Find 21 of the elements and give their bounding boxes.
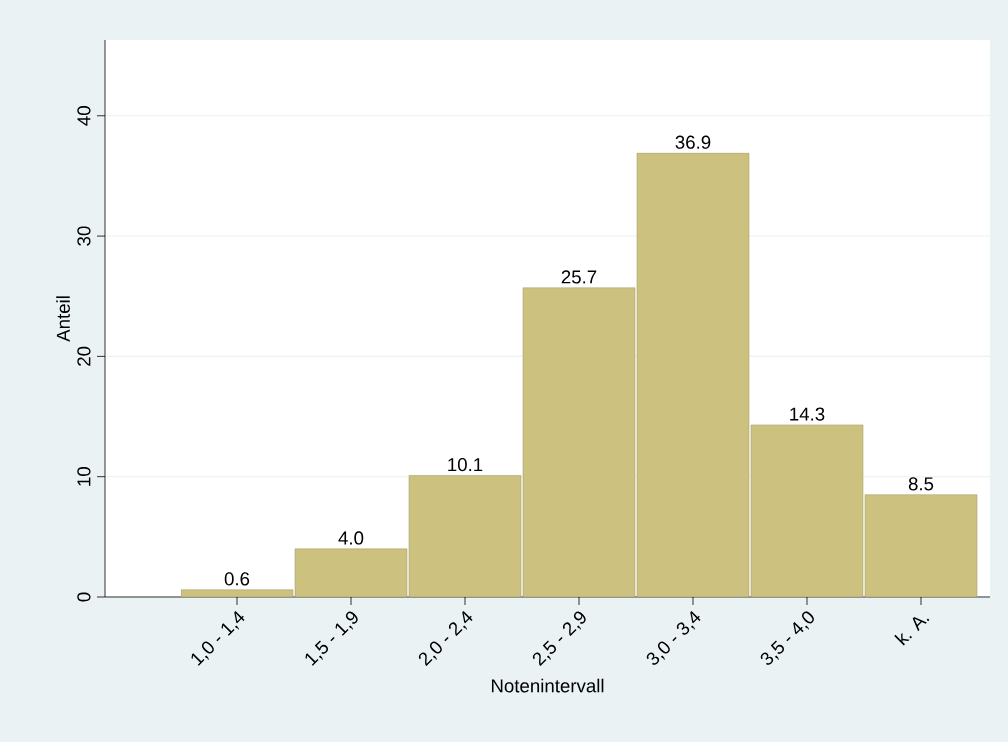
data-label: 8.5 (908, 477, 934, 491)
data-label: 14.3 (790, 407, 825, 421)
data-label: 36.9 (675, 135, 711, 149)
y-tick-label: 40 (77, 106, 91, 126)
x-tick-label: 2,0 - 2,4 (418, 610, 473, 667)
x-tick-label: k. A. (894, 616, 930, 646)
x-axis-title: Notenintervall (491, 678, 604, 693)
x-tick-label: 1,0 - 1,4 (191, 610, 245, 666)
x-tick-label: 3,0 - 3,4 (646, 610, 701, 665)
data-label: 0.6 (224, 572, 250, 586)
y-tick-label: 10 (77, 467, 91, 486)
x-tick-label: 2,5 - 2,9 (532, 611, 586, 667)
y-tick-label: 20 (77, 346, 91, 366)
y-tick-label: 0 (77, 592, 91, 602)
x-tick-label: 3,5 - 4,0 (760, 611, 814, 665)
x-tick-label: 1,5 - 1,9 (305, 611, 358, 666)
y-axis-title: Anteil (56, 296, 70, 342)
y-tick-label: 30 (77, 226, 91, 246)
data-label: 4.0 (338, 531, 364, 545)
data-label: 10.1 (448, 457, 483, 472)
data-label: 25.7 (561, 270, 597, 284)
